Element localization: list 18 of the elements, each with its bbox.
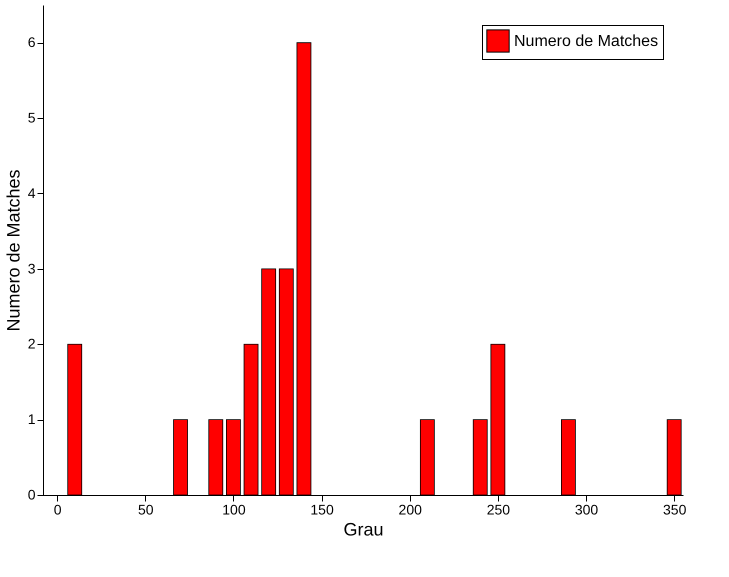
x-tick-label: 300: [574, 502, 598, 518]
y-tick-label: 3: [28, 260, 36, 276]
y-tick-label: 1: [28, 411, 36, 428]
x-tick-label: 50: [138, 502, 154, 518]
x-axis-title: Grau: [343, 520, 384, 540]
y-tick-label: 4: [28, 184, 36, 201]
x-tick-label: 100: [222, 502, 246, 518]
x-tick-label: 250: [486, 502, 510, 518]
x-tick-label: 350: [663, 502, 687, 518]
x-tick-label: 200: [398, 502, 422, 518]
y-axis-title: Numero de Matches: [4, 169, 24, 332]
x-tick-label: 150: [310, 502, 334, 518]
legend-label: Numero de Matches: [514, 33, 658, 50]
y-tick-label: 2: [28, 336, 36, 352]
y-tick-label: 0: [28, 486, 36, 502]
y-tick-label: 5: [28, 110, 36, 126]
y-tick-label: 6: [28, 34, 36, 50]
x-tick-label: 0: [54, 502, 62, 518]
